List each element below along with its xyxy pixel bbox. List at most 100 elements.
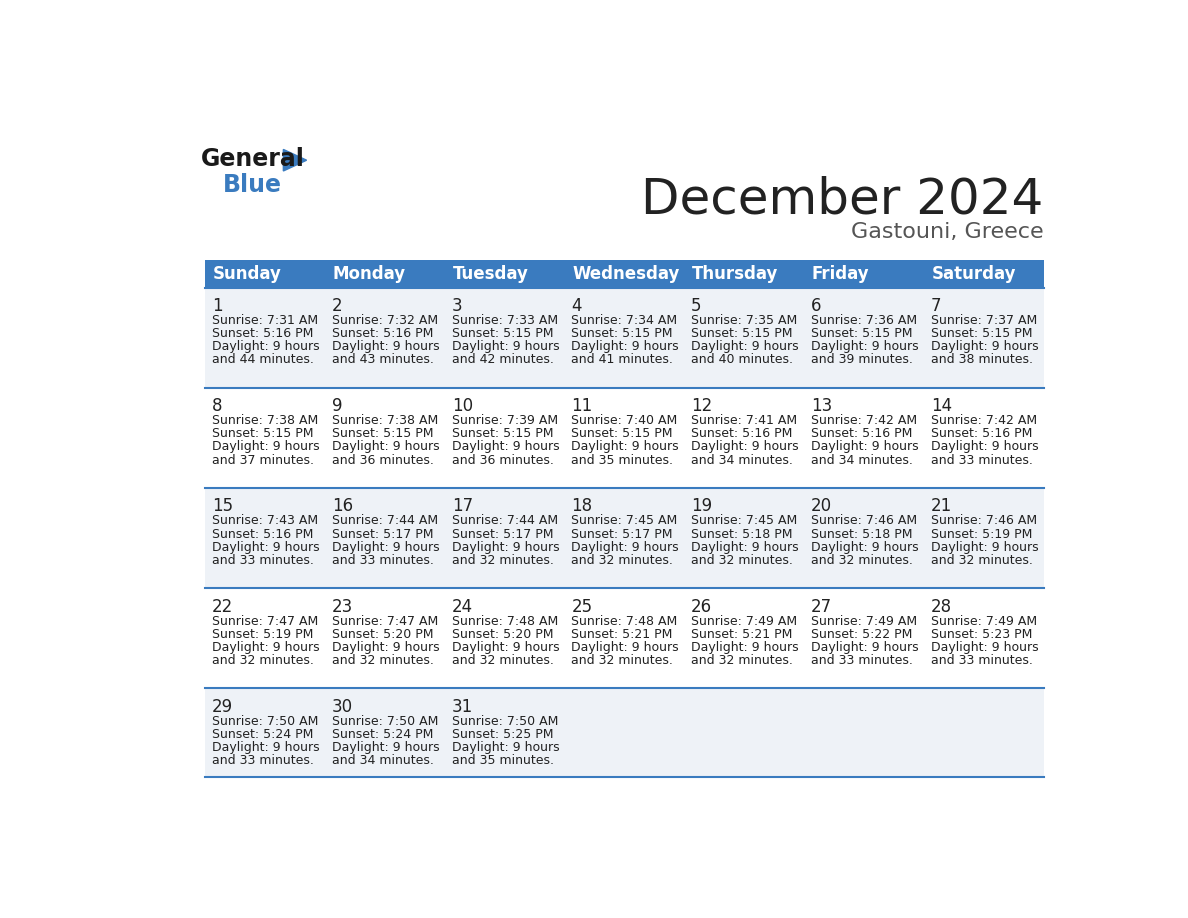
Text: and 32 minutes.: and 32 minutes. bbox=[211, 654, 314, 666]
Text: Wednesday: Wednesday bbox=[573, 265, 680, 283]
Text: 19: 19 bbox=[691, 498, 713, 516]
Text: Sunrise: 7:45 AM: Sunrise: 7:45 AM bbox=[691, 514, 797, 528]
Text: Monday: Monday bbox=[333, 265, 406, 283]
Text: Sunset: 5:15 PM: Sunset: 5:15 PM bbox=[331, 428, 434, 441]
Text: 25: 25 bbox=[571, 598, 593, 616]
Text: and 36 minutes.: and 36 minutes. bbox=[331, 453, 434, 466]
Text: and 41 minutes.: and 41 minutes. bbox=[571, 353, 674, 366]
Text: Daylight: 9 hours: Daylight: 9 hours bbox=[691, 341, 798, 353]
Text: Sunset: 5:16 PM: Sunset: 5:16 PM bbox=[331, 328, 434, 341]
Text: Daylight: 9 hours: Daylight: 9 hours bbox=[451, 441, 560, 453]
Text: Daylight: 9 hours: Daylight: 9 hours bbox=[211, 341, 320, 353]
Text: Sunrise: 7:50 AM: Sunrise: 7:50 AM bbox=[331, 714, 438, 728]
Bar bbox=[206, 688, 1043, 777]
Text: 6: 6 bbox=[811, 297, 822, 315]
Text: Daylight: 9 hours: Daylight: 9 hours bbox=[211, 541, 320, 554]
Text: Sunrise: 7:40 AM: Sunrise: 7:40 AM bbox=[571, 414, 677, 427]
Text: Sunrise: 7:33 AM: Sunrise: 7:33 AM bbox=[451, 314, 557, 327]
Text: Daylight: 9 hours: Daylight: 9 hours bbox=[571, 441, 680, 453]
Text: Sunset: 5:20 PM: Sunset: 5:20 PM bbox=[331, 628, 434, 641]
Text: Sunset: 5:17 PM: Sunset: 5:17 PM bbox=[331, 528, 434, 541]
Text: and 33 minutes.: and 33 minutes. bbox=[931, 654, 1032, 666]
Text: Daylight: 9 hours: Daylight: 9 hours bbox=[451, 641, 560, 654]
Text: Sunset: 5:16 PM: Sunset: 5:16 PM bbox=[931, 428, 1032, 441]
Text: and 32 minutes.: and 32 minutes. bbox=[691, 654, 794, 666]
Text: Sunrise: 7:32 AM: Sunrise: 7:32 AM bbox=[331, 314, 438, 327]
Text: Daylight: 9 hours: Daylight: 9 hours bbox=[931, 641, 1038, 654]
Text: Sunset: 5:19 PM: Sunset: 5:19 PM bbox=[211, 628, 314, 641]
Text: Sunset: 5:23 PM: Sunset: 5:23 PM bbox=[931, 628, 1032, 641]
Text: 12: 12 bbox=[691, 397, 713, 415]
Text: 9: 9 bbox=[331, 397, 342, 415]
Text: Sunset: 5:21 PM: Sunset: 5:21 PM bbox=[571, 628, 672, 641]
Text: 11: 11 bbox=[571, 397, 593, 415]
Text: 4: 4 bbox=[571, 297, 582, 315]
Text: Daylight: 9 hours: Daylight: 9 hours bbox=[571, 641, 680, 654]
Text: Sunrise: 7:46 AM: Sunrise: 7:46 AM bbox=[811, 514, 917, 528]
Text: Sunday: Sunday bbox=[213, 265, 282, 283]
Text: Sunrise: 7:39 AM: Sunrise: 7:39 AM bbox=[451, 414, 557, 427]
Text: Daylight: 9 hours: Daylight: 9 hours bbox=[211, 641, 320, 654]
Text: and 35 minutes.: and 35 minutes. bbox=[451, 754, 554, 767]
Text: Sunset: 5:15 PM: Sunset: 5:15 PM bbox=[811, 328, 912, 341]
Text: Daylight: 9 hours: Daylight: 9 hours bbox=[691, 441, 798, 453]
Text: Sunrise: 7:42 AM: Sunrise: 7:42 AM bbox=[931, 414, 1037, 427]
Text: Daylight: 9 hours: Daylight: 9 hours bbox=[811, 641, 918, 654]
Text: 20: 20 bbox=[811, 498, 832, 516]
Text: 3: 3 bbox=[451, 297, 462, 315]
Text: Daylight: 9 hours: Daylight: 9 hours bbox=[211, 441, 320, 453]
Text: 2: 2 bbox=[331, 297, 342, 315]
Text: Sunrise: 7:38 AM: Sunrise: 7:38 AM bbox=[211, 414, 318, 427]
Text: 28: 28 bbox=[931, 598, 952, 616]
Text: Sunrise: 7:37 AM: Sunrise: 7:37 AM bbox=[931, 314, 1037, 327]
Text: Sunset: 5:24 PM: Sunset: 5:24 PM bbox=[211, 728, 314, 741]
Text: Sunrise: 7:48 AM: Sunrise: 7:48 AM bbox=[571, 614, 677, 628]
Text: Sunrise: 7:31 AM: Sunrise: 7:31 AM bbox=[211, 314, 318, 327]
Text: Daylight: 9 hours: Daylight: 9 hours bbox=[331, 741, 440, 754]
Text: 21: 21 bbox=[931, 498, 952, 516]
Text: Sunrise: 7:38 AM: Sunrise: 7:38 AM bbox=[331, 414, 438, 427]
Text: Sunset: 5:24 PM: Sunset: 5:24 PM bbox=[331, 728, 434, 741]
Text: and 34 minutes.: and 34 minutes. bbox=[331, 754, 434, 767]
Text: Daylight: 9 hours: Daylight: 9 hours bbox=[451, 741, 560, 754]
Text: 24: 24 bbox=[451, 598, 473, 616]
Text: Sunset: 5:15 PM: Sunset: 5:15 PM bbox=[931, 328, 1032, 341]
Text: Sunrise: 7:49 AM: Sunrise: 7:49 AM bbox=[811, 614, 917, 628]
Text: Sunrise: 7:35 AM: Sunrise: 7:35 AM bbox=[691, 314, 797, 327]
Text: and 44 minutes.: and 44 minutes. bbox=[211, 353, 314, 366]
Text: Sunset: 5:15 PM: Sunset: 5:15 PM bbox=[451, 328, 554, 341]
Text: December 2024: December 2024 bbox=[642, 175, 1043, 223]
Text: Sunset: 5:16 PM: Sunset: 5:16 PM bbox=[211, 328, 314, 341]
Text: Sunrise: 7:46 AM: Sunrise: 7:46 AM bbox=[931, 514, 1037, 528]
Text: Daylight: 9 hours: Daylight: 9 hours bbox=[691, 541, 798, 554]
Text: 5: 5 bbox=[691, 297, 702, 315]
Text: 27: 27 bbox=[811, 598, 832, 616]
Text: 13: 13 bbox=[811, 397, 833, 415]
Text: Daylight: 9 hours: Daylight: 9 hours bbox=[811, 541, 918, 554]
Text: and 32 minutes.: and 32 minutes. bbox=[451, 554, 554, 566]
Text: and 32 minutes.: and 32 minutes. bbox=[811, 554, 912, 566]
Bar bbox=[206, 588, 1043, 688]
Text: Daylight: 9 hours: Daylight: 9 hours bbox=[931, 441, 1038, 453]
Text: and 32 minutes.: and 32 minutes. bbox=[451, 654, 554, 666]
Text: Sunrise: 7:41 AM: Sunrise: 7:41 AM bbox=[691, 414, 797, 427]
Text: Sunrise: 7:47 AM: Sunrise: 7:47 AM bbox=[331, 614, 438, 628]
Text: Friday: Friday bbox=[811, 265, 870, 283]
Text: Sunrise: 7:49 AM: Sunrise: 7:49 AM bbox=[691, 614, 797, 628]
Text: Sunset: 5:18 PM: Sunset: 5:18 PM bbox=[691, 528, 792, 541]
Text: and 38 minutes.: and 38 minutes. bbox=[931, 353, 1032, 366]
Text: Sunset: 5:15 PM: Sunset: 5:15 PM bbox=[211, 428, 314, 441]
Text: Sunset: 5:16 PM: Sunset: 5:16 PM bbox=[811, 428, 912, 441]
Text: and 32 minutes.: and 32 minutes. bbox=[931, 554, 1032, 566]
Text: 30: 30 bbox=[331, 698, 353, 716]
Text: 22: 22 bbox=[211, 598, 233, 616]
Text: 29: 29 bbox=[211, 698, 233, 716]
Text: 31: 31 bbox=[451, 698, 473, 716]
Text: Daylight: 9 hours: Daylight: 9 hours bbox=[331, 341, 440, 353]
Text: Sunrise: 7:45 AM: Sunrise: 7:45 AM bbox=[571, 514, 677, 528]
Text: Daylight: 9 hours: Daylight: 9 hours bbox=[811, 341, 918, 353]
Text: Sunrise: 7:43 AM: Sunrise: 7:43 AM bbox=[211, 514, 318, 528]
Text: and 35 minutes.: and 35 minutes. bbox=[571, 453, 674, 466]
Text: and 32 minutes.: and 32 minutes. bbox=[571, 654, 674, 666]
Text: Daylight: 9 hours: Daylight: 9 hours bbox=[811, 441, 918, 453]
